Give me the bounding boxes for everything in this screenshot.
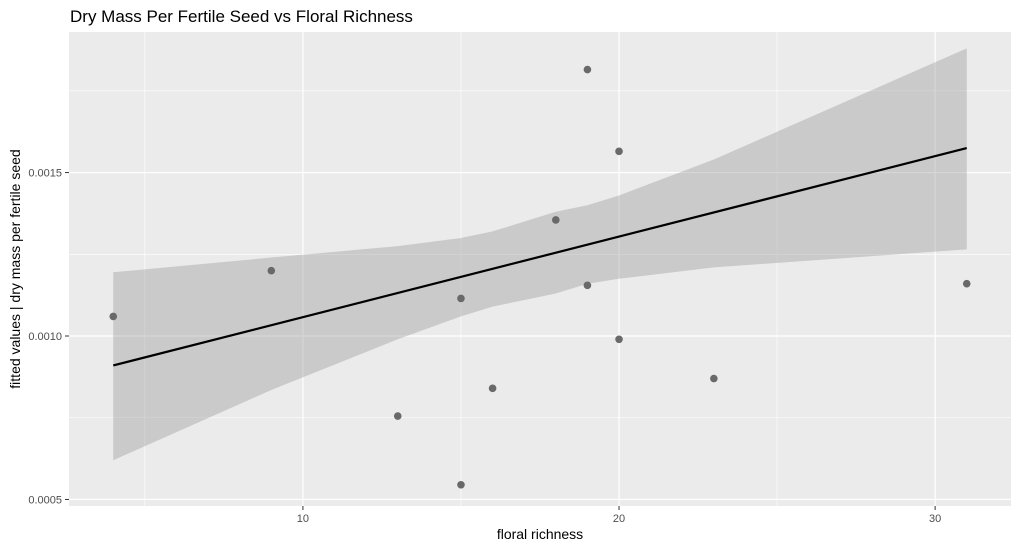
chart-title: Dry Mass Per Fertile Seed vs Floral Rich… <box>70 7 413 26</box>
confidence-band <box>113 48 967 461</box>
data-point <box>962 279 971 288</box>
data-point <box>267 266 276 275</box>
y-axis-ticks: 0.0005 0.0010 0.0015 <box>28 168 69 506</box>
data-point <box>552 216 560 224</box>
data-point <box>457 294 465 303</box>
data-point <box>457 480 465 489</box>
fit-line <box>112 146 968 367</box>
y-tick-label: 0.0005 <box>28 494 62 506</box>
y-tick-label: 0.0010 <box>28 331 62 343</box>
y-axis-label: fitted values | dry mass per fertile see… <box>7 149 23 388</box>
data-point <box>710 374 718 383</box>
data-point <box>488 384 497 393</box>
data-point <box>393 412 402 420</box>
plot-panel <box>69 32 1011 506</box>
x-tick-label: 20 <box>613 513 625 525</box>
fit-line-layer <box>112 146 968 367</box>
confidence-band-layer <box>113 48 967 461</box>
data-point <box>583 281 592 290</box>
data-point <box>583 65 592 74</box>
data-point <box>615 335 623 344</box>
x-axis-ticks: 10 20 30 <box>297 506 941 525</box>
y-tick-label: 0.0015 <box>28 168 62 180</box>
data-point <box>109 312 118 321</box>
x-tick-label: 30 <box>929 513 941 525</box>
x-axis-label: floral richness <box>497 526 583 542</box>
grid-minor <box>69 32 1011 506</box>
data-point <box>615 147 623 156</box>
points-layer <box>109 65 971 489</box>
x-tick-label: 10 <box>297 513 309 525</box>
